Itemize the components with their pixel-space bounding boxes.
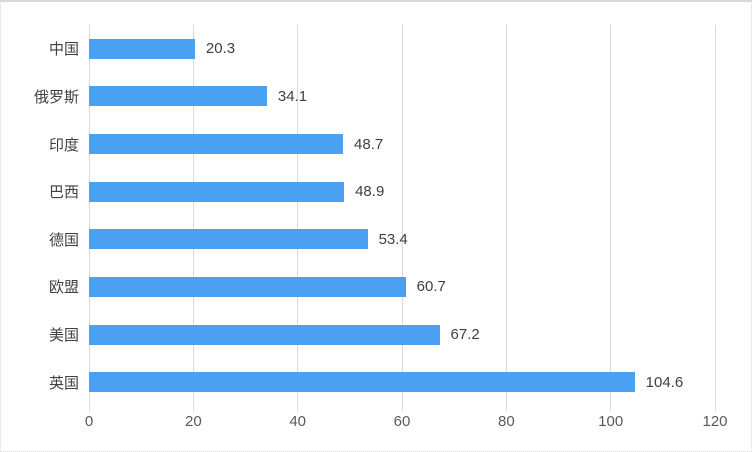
y-axis-category-labels: 中国俄罗斯印度巴西德国欧盟美国英国 bbox=[1, 25, 79, 406]
bar bbox=[89, 372, 635, 393]
value-label: 20.3 bbox=[205, 40, 236, 58]
x-tick-label: 120 bbox=[702, 413, 728, 430]
plot-area: 20.3 34.1 48.7 48.9 53.4 60.7 67.2 104.6 bbox=[88, 25, 716, 411]
x-tick-label: 60 bbox=[393, 413, 411, 430]
bar-rows: 20.3 34.1 48.7 48.9 53.4 60.7 67.2 104.6 bbox=[89, 25, 715, 406]
gridline bbox=[192, 25, 194, 406]
bar-row: 60.7 bbox=[89, 263, 715, 311]
bar-row: 20.3 bbox=[89, 25, 715, 73]
axis-tick bbox=[88, 406, 90, 411]
gridline bbox=[88, 25, 90, 406]
bar bbox=[89, 229, 368, 250]
category-label: 德国 bbox=[48, 231, 79, 249]
x-tick-label: 0 bbox=[84, 413, 94, 430]
gridline bbox=[610, 25, 612, 406]
bar bbox=[89, 324, 440, 345]
axis-tick bbox=[401, 406, 403, 411]
bar-row: 48.7 bbox=[89, 120, 715, 168]
gridline bbox=[401, 25, 403, 406]
category-label: 欧盟 bbox=[48, 279, 79, 297]
gridline bbox=[505, 25, 507, 406]
value-label: 67.2 bbox=[450, 326, 480, 344]
value-label: 34.1 bbox=[277, 87, 308, 105]
category-label: 英国 bbox=[48, 374, 79, 392]
axis-tick bbox=[610, 406, 612, 411]
bar bbox=[89, 181, 345, 202]
value-label: 104.6 bbox=[645, 373, 684, 391]
axis-tick bbox=[714, 406, 716, 411]
bar bbox=[89, 38, 195, 59]
axis-tick bbox=[297, 406, 299, 411]
value-label: 60.7 bbox=[416, 278, 446, 296]
axis-tick bbox=[192, 406, 194, 411]
bar-row: 34.1 bbox=[89, 73, 715, 121]
bar bbox=[89, 86, 267, 107]
value-label: 48.7 bbox=[354, 135, 384, 153]
category-label: 印度 bbox=[48, 136, 79, 154]
category-label: 美国 bbox=[48, 327, 79, 345]
x-tick-label: 20 bbox=[184, 413, 202, 430]
bar-row: 104.6 bbox=[89, 358, 715, 406]
value-label: 48.9 bbox=[355, 183, 385, 201]
bar-row: 67.2 bbox=[89, 311, 715, 359]
x-tick-label: 40 bbox=[289, 413, 306, 430]
gridline bbox=[297, 25, 299, 406]
value-label: 53.4 bbox=[378, 230, 408, 248]
bar-row: 53.4 bbox=[89, 216, 715, 264]
bar bbox=[89, 134, 344, 155]
bar-row: 48.9 bbox=[89, 168, 715, 216]
gridline bbox=[714, 25, 716, 406]
category-label: 巴西 bbox=[48, 184, 79, 202]
x-tick-label: 100 bbox=[598, 413, 624, 430]
category-label: 中国 bbox=[48, 41, 79, 59]
category-label: 俄罗斯 bbox=[33, 88, 79, 106]
x-axis-tick-labels: 0 20 40 60 80 100 120 bbox=[85, 413, 728, 435]
x-tick-label: 80 bbox=[497, 413, 515, 430]
axis-tick bbox=[505, 406, 507, 411]
bar bbox=[89, 276, 406, 297]
